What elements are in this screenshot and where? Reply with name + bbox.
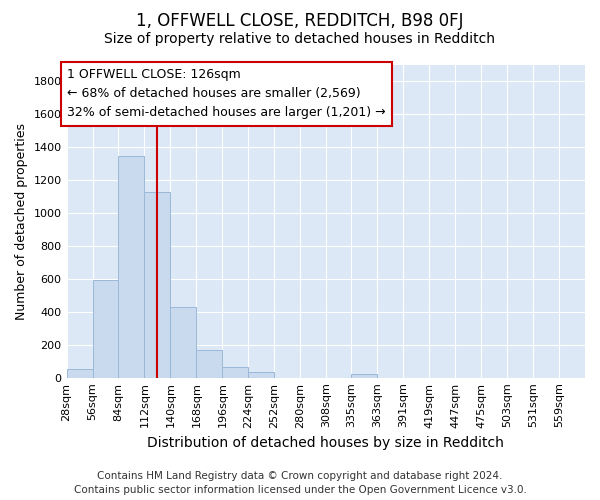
Bar <box>145 192 170 378</box>
Bar <box>248 372 274 378</box>
Text: 1, OFFWELL CLOSE, REDDITCH, B98 0FJ: 1, OFFWELL CLOSE, REDDITCH, B98 0FJ <box>136 12 464 30</box>
Bar <box>170 307 196 378</box>
Bar <box>118 156 145 378</box>
Bar <box>223 367 248 378</box>
Y-axis label: Number of detached properties: Number of detached properties <box>15 123 28 320</box>
X-axis label: Distribution of detached houses by size in Redditch: Distribution of detached houses by size … <box>148 436 504 450</box>
Bar <box>67 368 92 378</box>
Text: 1 OFFWELL CLOSE: 126sqm
← 68% of detached houses are smaller (2,569)
32% of semi: 1 OFFWELL CLOSE: 126sqm ← 68% of detache… <box>67 68 386 120</box>
Text: Size of property relative to detached houses in Redditch: Size of property relative to detached ho… <box>104 32 496 46</box>
Text: Contains HM Land Registry data © Crown copyright and database right 2024.
Contai: Contains HM Land Registry data © Crown c… <box>74 471 526 495</box>
Bar <box>196 350 223 378</box>
Bar <box>351 374 377 378</box>
Bar <box>92 280 118 378</box>
